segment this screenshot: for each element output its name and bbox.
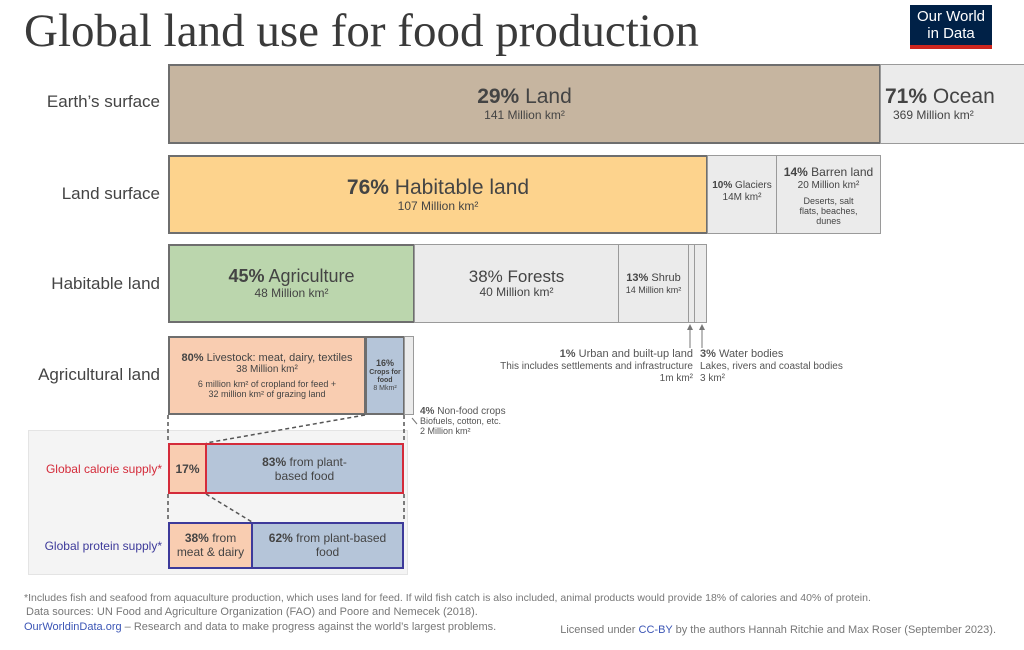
protein-plant-pct: 62% bbox=[268, 531, 293, 546]
glaciers-pct: 10% bbox=[712, 180, 733, 191]
forests-pct: 38% bbox=[468, 266, 503, 286]
ocean-box: 71% Ocean 369 Million km² bbox=[880, 64, 1024, 144]
crops-name2: food bbox=[377, 376, 393, 384]
pointer-arrows bbox=[687, 324, 705, 348]
land-box: 29% Land 141 Million km² bbox=[168, 64, 881, 144]
livestock-area: 38 Million km² bbox=[236, 364, 298, 376]
owid-link[interactable]: OurWorldinData.org bbox=[24, 621, 122, 633]
tagline: – Research and data to make progress aga… bbox=[121, 621, 497, 633]
calorie-plant-pct: 83% bbox=[262, 454, 287, 469]
urban-note: This includes settlements and infrastruc… bbox=[500, 361, 693, 373]
crops-pct: 16% bbox=[375, 358, 394, 369]
water-name: Water bodies bbox=[718, 348, 784, 360]
barren-area: 20 Million km² bbox=[797, 180, 860, 192]
barren-box: 14% Barren land 20 Million km² Deserts, … bbox=[776, 155, 881, 234]
glaciers-name: Glaciers bbox=[735, 180, 772, 191]
forests-area: 40 Million km² bbox=[479, 285, 554, 300]
barren-pct: 14% bbox=[783, 165, 808, 180]
urban-area: 1m km² bbox=[659, 373, 693, 385]
land-area: 141 Million km² bbox=[484, 108, 565, 123]
habitable-box: 76% Habitable land 107 Million km² bbox=[168, 155, 708, 234]
protein-animal-text: from meat & dairy bbox=[176, 531, 245, 559]
cc-by-link[interactable]: CC-BY bbox=[638, 624, 673, 636]
forests-name: Forests bbox=[507, 266, 565, 286]
license-line: Licensed under CC-BY by the authors Hann… bbox=[560, 624, 996, 636]
calorie-plant-text: from plant-based food bbox=[274, 454, 347, 483]
row-label-agricultural: Agricultural land bbox=[38, 365, 160, 384]
calorie-label: Global calorie supply* bbox=[45, 462, 162, 476]
nonfood-name: Non-food crops bbox=[437, 406, 506, 417]
protein-plant: 62% from plant-based food bbox=[253, 524, 402, 567]
owid-logo[interactable]: Our World in Data bbox=[910, 5, 992, 49]
shrub-pct: 13% bbox=[626, 272, 649, 284]
nonfood-pct: 4% bbox=[420, 406, 435, 417]
nonfood-area: 2 Million km² bbox=[420, 425, 471, 436]
crops-name1: Crops for bbox=[369, 368, 401, 376]
water-box bbox=[694, 244, 707, 323]
nonfood-note: Biofuels, cotton, etc. bbox=[420, 416, 502, 426]
page-title: Global land use for food production bbox=[24, 5, 699, 57]
water-note: Lakes, rivers and coastal bodies bbox=[700, 361, 843, 373]
livestock-pct: 80% bbox=[181, 351, 204, 364]
water-label: 3% Water bodies Lakes, rivers and coasta… bbox=[700, 348, 843, 385]
calorie-plant: 83% from plant-based food bbox=[207, 445, 402, 492]
agriculture-area: 48 Million km² bbox=[254, 285, 329, 300]
calorie-animal: 17% bbox=[170, 445, 207, 492]
license-prefix: Licensed under bbox=[560, 624, 639, 636]
crops-area: 8 Mkm² bbox=[373, 384, 397, 392]
agriculture-pct: 45% bbox=[228, 266, 265, 287]
ocean-pct: 71% bbox=[885, 85, 928, 109]
protein-animal: 38% from meat & dairy bbox=[170, 524, 253, 567]
land-name: Land bbox=[525, 85, 572, 109]
logo-line2: in Data bbox=[927, 25, 975, 42]
land-pct: 29% bbox=[477, 85, 520, 109]
nonfood-box bbox=[404, 336, 414, 415]
logo-line1: Our World bbox=[916, 8, 986, 25]
urban-name: Urban and built-up land bbox=[578, 348, 693, 360]
water-area: 3 km² bbox=[700, 373, 725, 385]
ocean-name: Ocean bbox=[932, 85, 995, 109]
calorie-bar: 17% 83% from plant-based food bbox=[168, 443, 404, 494]
shrub-name: Shrub bbox=[651, 272, 681, 284]
barren-name: Barren land bbox=[811, 165, 874, 180]
urban-label: 1% Urban and built-up land This includes… bbox=[500, 348, 693, 385]
row-label-habitable: Habitable land bbox=[51, 274, 160, 293]
livestock-box: 80% Livestock: meat, dairy, textiles 38 … bbox=[168, 336, 366, 415]
agriculture-box: 45% Agriculture 48 Million km² bbox=[168, 244, 415, 323]
protein-label: Global protein supply* bbox=[44, 539, 162, 553]
urban-pct: 1% bbox=[559, 348, 576, 360]
barren-note: Deserts, salt flats, beaches, dunes bbox=[799, 195, 858, 227]
row-label-earth: Earth’s surface bbox=[46, 92, 160, 111]
forests-box: 38% Forests 40 Million km² bbox=[414, 244, 619, 323]
agriculture-name: Agriculture bbox=[268, 266, 355, 287]
crops-box: 16% Crops for food 8 Mkm² bbox=[365, 336, 405, 415]
livestock-note1: 6 million km² of cropland for feed + bbox=[197, 378, 337, 389]
glaciers-box: 10% Glaciers 14M km² bbox=[707, 155, 777, 234]
license-suffix: by the authors Hannah Ritchie and Max Ro… bbox=[672, 624, 996, 636]
habitable-area: 107 Million km² bbox=[397, 198, 479, 213]
habitable-pct: 76% bbox=[346, 175, 389, 199]
footnote: *Includes fish and seafood from aquacult… bbox=[24, 592, 871, 604]
protein-animal-pct: 38% bbox=[184, 531, 209, 546]
livestock-note2: 32 million km² of grazing land bbox=[208, 389, 326, 400]
protein-plant-text: from plant-based food bbox=[296, 531, 387, 559]
shrub-area: 14 Million km² bbox=[625, 284, 682, 295]
data-sources: Data sources: UN Food and Agriculture Or… bbox=[26, 606, 478, 618]
habitable-name: Habitable land bbox=[394, 175, 530, 199]
glaciers-area: 14M km² bbox=[722, 191, 762, 203]
site-line: OurWorldinData.org – Research and data t… bbox=[24, 621, 496, 633]
livestock-name: Livestock: meat, dairy, textiles bbox=[206, 351, 353, 364]
protein-bar: 38% from meat & dairy 62% from plant-bas… bbox=[168, 522, 404, 569]
ocean-area: 369 Million km² bbox=[893, 108, 974, 123]
shrub-box: 13% Shrub 14 Million km² bbox=[618, 244, 689, 323]
row-label-land: Land surface bbox=[61, 184, 160, 203]
water-pct: 3% bbox=[700, 348, 716, 360]
nonfood-label: 4% Non-food crops Biofuels, cotton, etc.… bbox=[420, 406, 506, 437]
